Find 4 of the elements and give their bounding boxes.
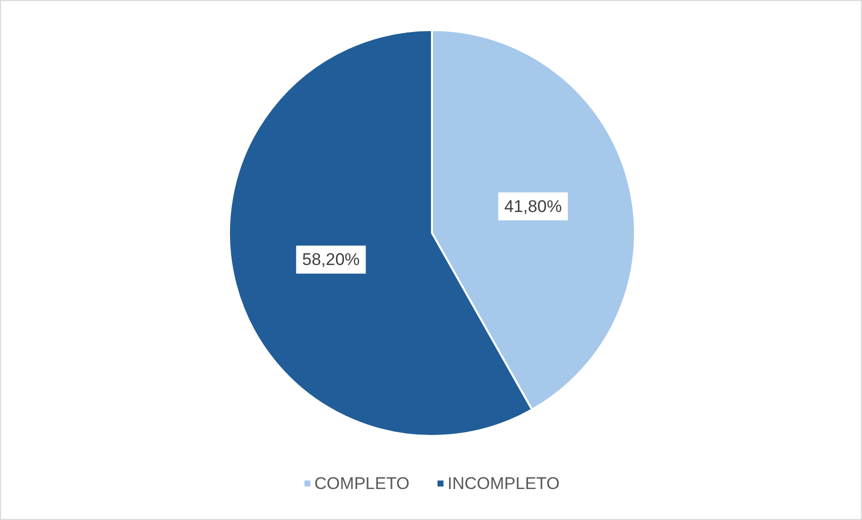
data-label: 58,20% xyxy=(302,250,360,270)
legend-label: INCOMPLETO xyxy=(448,474,560,493)
legend-label: COMPLETO xyxy=(314,474,410,493)
data-label: 41,80% xyxy=(504,196,562,216)
